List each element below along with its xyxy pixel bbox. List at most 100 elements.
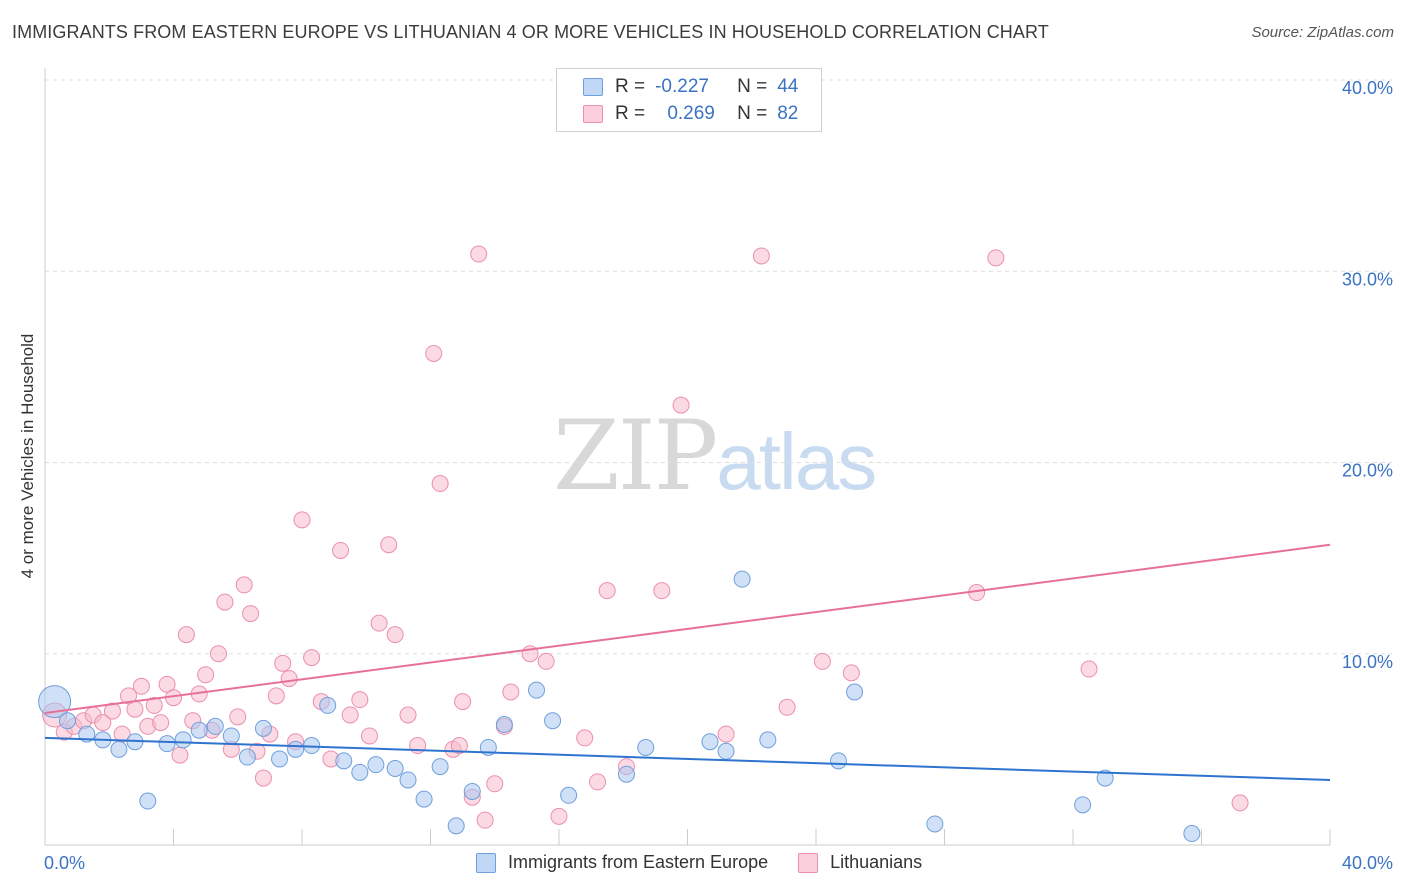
point-lithuanians [717, 725, 735, 743]
point-lithuanians [132, 677, 150, 695]
legend-r-label: R = [615, 103, 646, 124]
point-immigrants [367, 756, 385, 774]
point-lithuanians [550, 807, 568, 825]
point-immigrants [829, 752, 847, 770]
point-immigrants [335, 752, 353, 770]
series-swatch-blue [476, 852, 496, 873]
series-label-immigrants: Immigrants from Eastern Europe [508, 852, 769, 872]
point-immigrants [447, 817, 465, 835]
legend-row-immigrants: R = -0.227 N = 44 [583, 75, 798, 99]
point-immigrants [271, 750, 289, 768]
point-lithuanians [502, 683, 520, 701]
legend-swatch-blue [583, 78, 603, 96]
point-lithuanians [332, 541, 350, 559]
point-lithuanians [177, 626, 195, 644]
legend-n-value: 44 [777, 76, 799, 97]
point-immigrants [158, 735, 176, 753]
y-tick-label: 20.0% [1342, 461, 1393, 481]
legend-n-label: N = [737, 76, 768, 97]
point-immigrants [431, 758, 449, 776]
point-lithuanians [537, 652, 555, 670]
y-tick-label: 30.0% [1342, 269, 1393, 289]
trend-line-immigrants [44, 736, 1331, 781]
point-immigrants [254, 719, 272, 737]
point-lithuanians [145, 696, 163, 714]
point-immigrants [463, 782, 481, 800]
point-immigrants [399, 771, 417, 789]
point-lithuanians [126, 700, 144, 718]
point-immigrants [846, 683, 864, 701]
x-tick-label: 0.0% [44, 853, 85, 873]
point-immigrants [1096, 769, 1114, 787]
point-immigrants [415, 790, 433, 808]
point-immigrants [78, 725, 96, 743]
point-immigrants [495, 716, 513, 734]
point-immigrants [110, 740, 128, 758]
point-lithuanians [842, 664, 860, 682]
x-tick-label: 40.0% [1342, 853, 1393, 873]
point-lithuanians [103, 702, 121, 720]
point-lithuanians [813, 652, 831, 670]
point-immigrants [701, 733, 719, 751]
point-immigrants [926, 815, 944, 833]
point-immigrants [287, 740, 305, 758]
point-lithuanians [589, 773, 607, 791]
legend-n-value: 82 [777, 103, 799, 124]
point-immigrants [717, 742, 735, 760]
point-lithuanians [752, 247, 770, 265]
point-immigrants [190, 721, 208, 739]
point-lithuanians [209, 645, 227, 663]
watermark-zip: ZIP [553, 400, 718, 512]
point-immigrants [206, 717, 224, 735]
point-lithuanians [454, 693, 472, 711]
point-lithuanians [1080, 660, 1098, 678]
point-immigrants [1183, 825, 1201, 843]
point-lithuanians [94, 714, 112, 732]
point-immigrants [560, 786, 578, 804]
point-lithuanians [778, 698, 796, 716]
point-lithuanians [280, 670, 298, 688]
point-lithuanians [399, 706, 417, 724]
legend-r-value: -0.227 [655, 76, 709, 97]
point-immigrants [222, 727, 240, 745]
point-lithuanians [380, 536, 398, 554]
point-lithuanians [450, 737, 468, 755]
point-immigrants [174, 731, 192, 749]
point-lithuanians [360, 727, 378, 745]
point-lithuanians [235, 576, 253, 594]
point-lithuanians [386, 626, 404, 644]
y-tick-label: 40.0% [1342, 78, 1393, 98]
legend-swatch-pink [583, 105, 603, 123]
point-immigrants [733, 570, 751, 588]
series-label-lithuanians: Lithuanians [830, 852, 923, 872]
point-lithuanians [152, 714, 170, 732]
y-tick-label: 10.0% [1342, 652, 1393, 672]
point-lithuanians [987, 249, 1005, 267]
series-immigrants [38, 570, 1201, 843]
point-immigrants [386, 760, 404, 777]
point-immigrants [617, 765, 635, 783]
point-lithuanians [341, 706, 359, 724]
point-immigrants [637, 738, 655, 756]
point-immigrants [528, 681, 546, 699]
point-lithuanians [171, 746, 189, 764]
point-lithuanians [267, 687, 285, 705]
source-label: Source: ZipAtlas.com [1251, 24, 1394, 41]
series-legend-lithuanians: Lithuanians [798, 852, 922, 873]
trend-line-lithuanians [44, 543, 1331, 715]
correlation-legend: R = -0.227 N = 44 R = 0.269 N = 82 [556, 68, 822, 132]
legend-r-value: 0.269 [667, 103, 715, 124]
watermark: ZIPatlas [553, 400, 877, 512]
point-lithuanians [1231, 794, 1249, 812]
point-immigrants [38, 685, 72, 719]
series-swatch-pink [798, 852, 819, 873]
chart-title: IMMIGRANTS FROM EASTERN EUROPE VS LITHUA… [12, 22, 1049, 42]
legend-row-lithuanians: R = 0.269 N = 82 [583, 102, 798, 126]
point-lithuanians [653, 582, 671, 600]
series-legend-immigrants: Immigrants from Eastern Europe [476, 852, 768, 873]
point-lithuanians [197, 666, 215, 684]
point-immigrants [58, 712, 76, 730]
point-lithuanians [229, 708, 247, 726]
point-lithuanians [470, 245, 488, 263]
